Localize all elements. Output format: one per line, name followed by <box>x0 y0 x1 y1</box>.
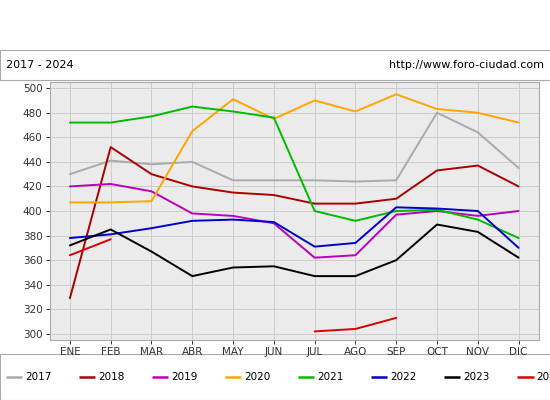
Text: 2017 - 2024: 2017 - 2024 <box>6 60 73 70</box>
Text: 2019: 2019 <box>171 372 197 382</box>
Text: 2023: 2023 <box>463 372 490 382</box>
Text: 2024: 2024 <box>536 372 550 382</box>
Text: 2020: 2020 <box>244 372 270 382</box>
Text: 2021: 2021 <box>317 372 343 382</box>
Text: 2018: 2018 <box>98 372 124 382</box>
Text: Evolucion del paro registrado en Vélez-Rubio: Evolucion del paro registrado en Vélez-R… <box>111 17 439 33</box>
Text: 2022: 2022 <box>390 372 416 382</box>
Text: http://www.foro-ciudad.com: http://www.foro-ciudad.com <box>389 60 544 70</box>
Text: 2017: 2017 <box>25 372 51 382</box>
